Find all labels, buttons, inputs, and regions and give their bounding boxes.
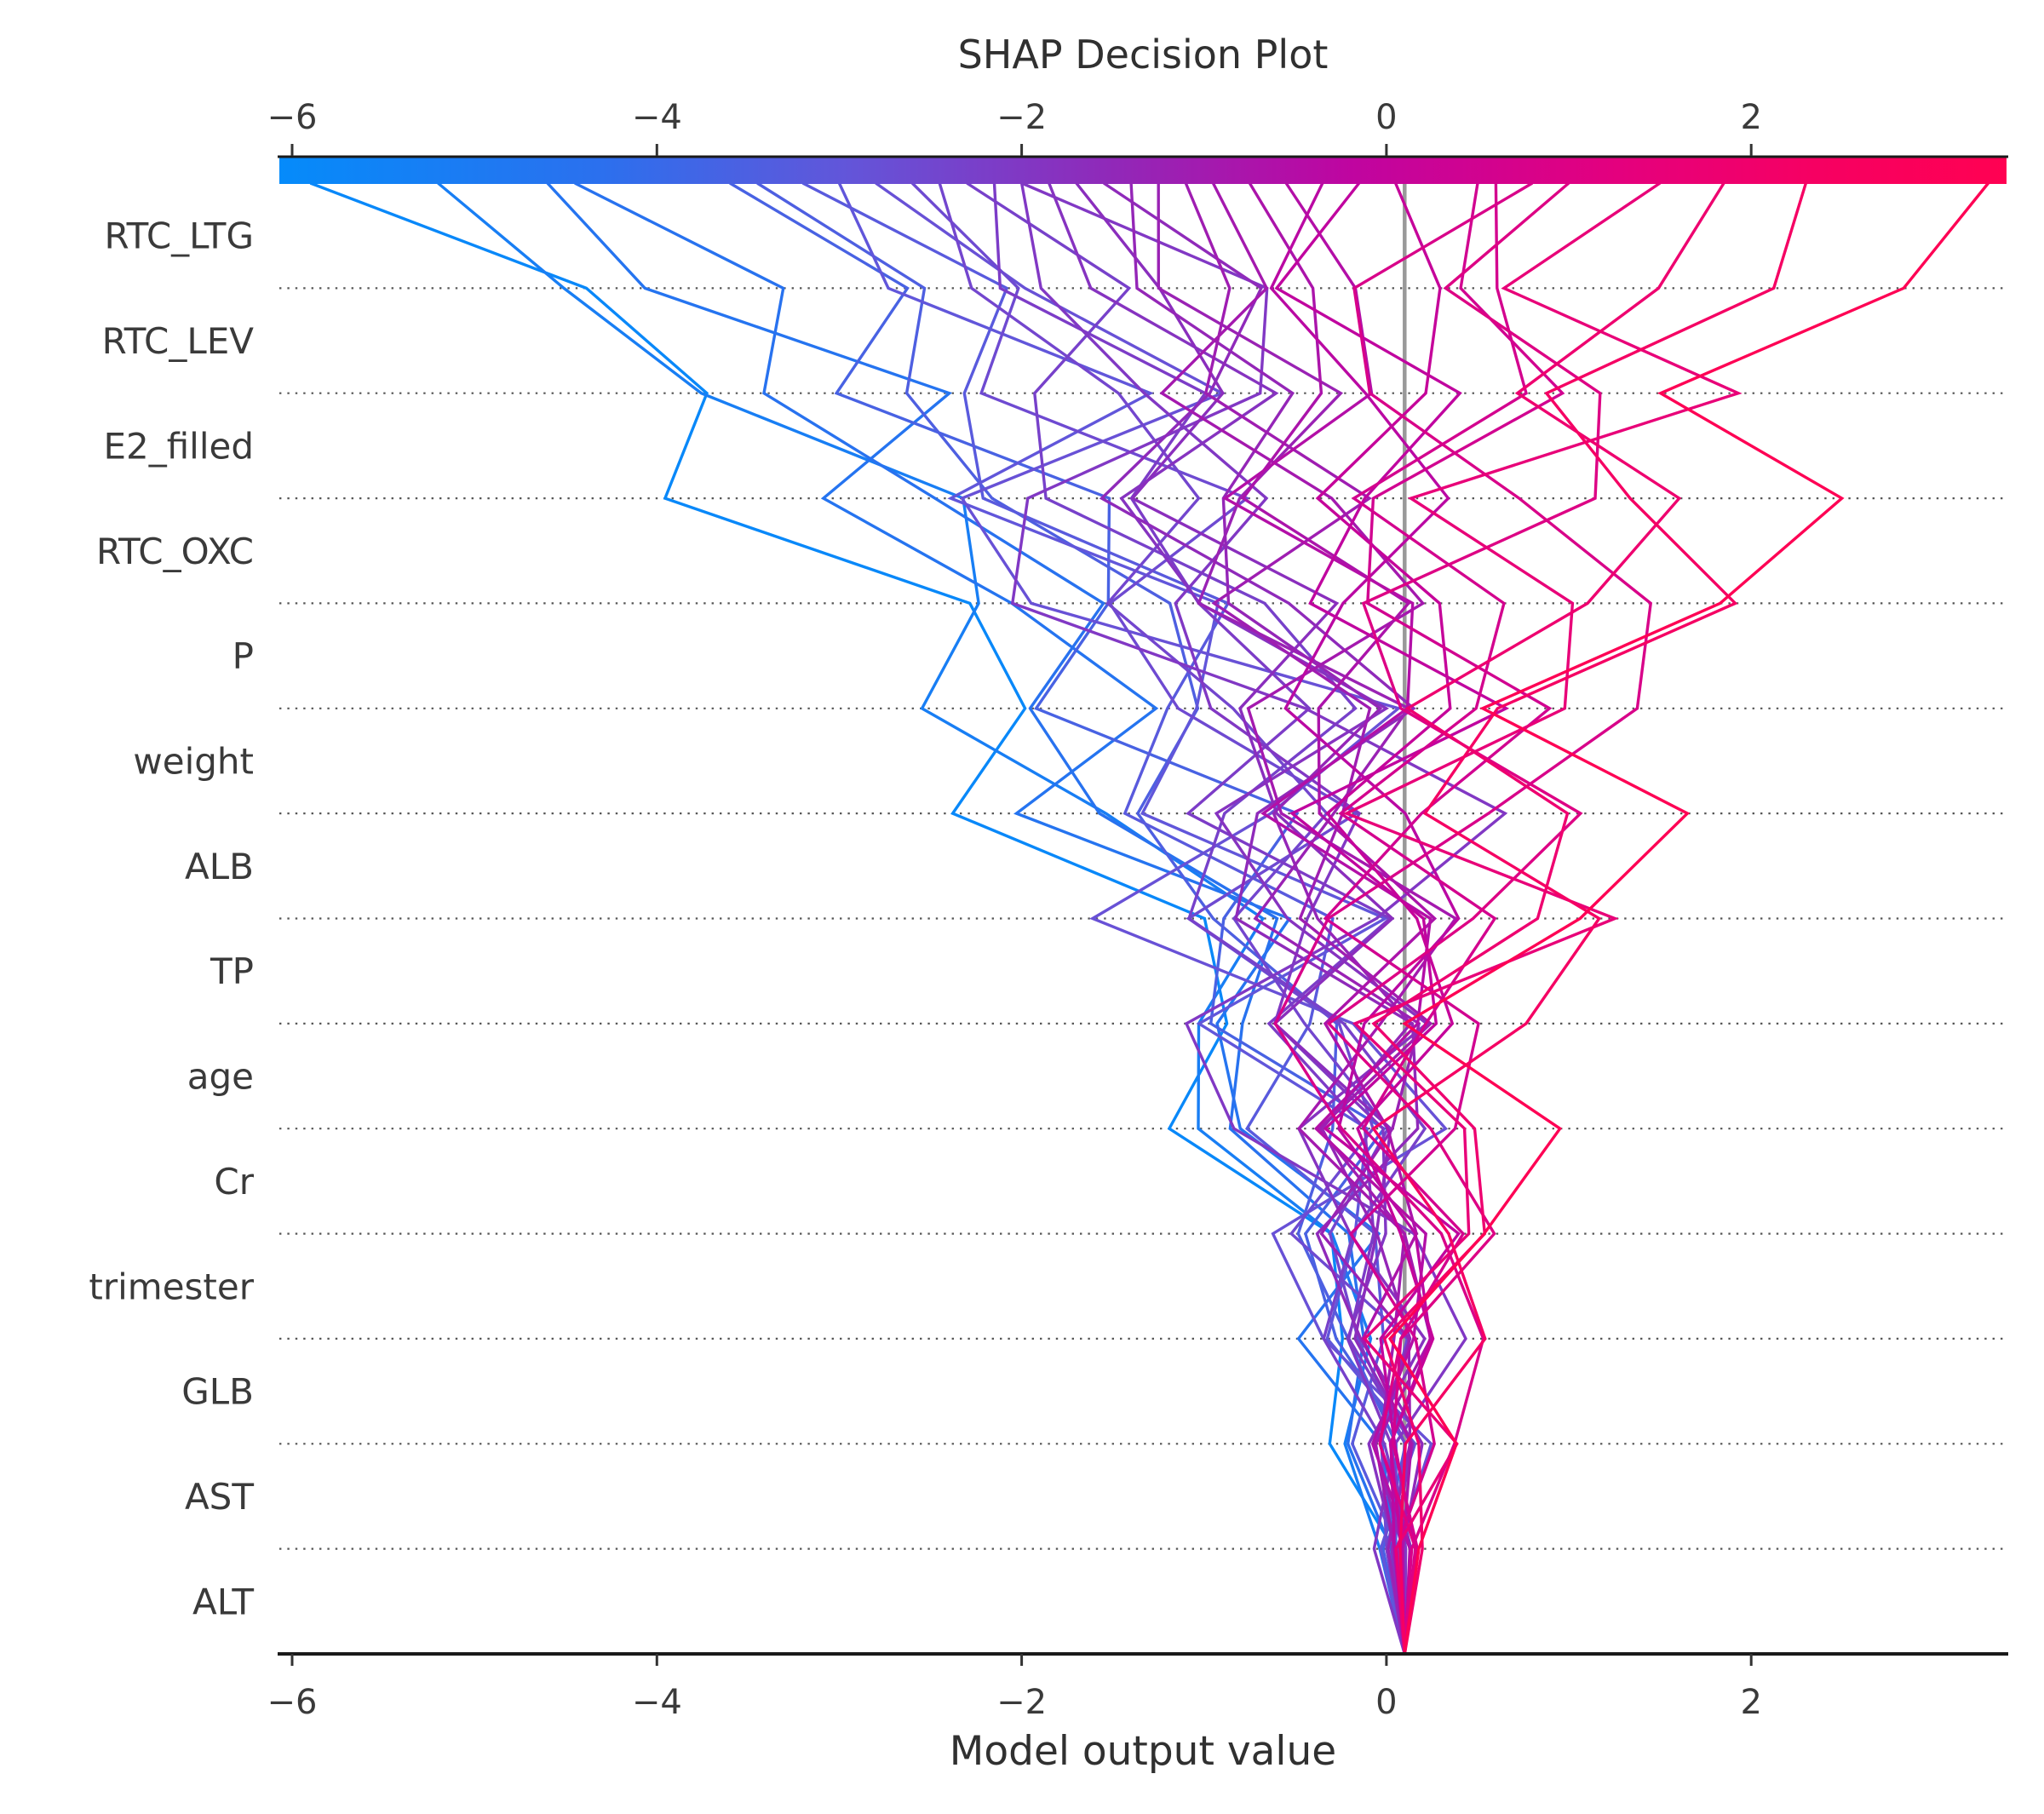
feature-label: Cr [214,1161,254,1203]
x-axis-label: Model output value [950,1728,1336,1775]
decision-path [309,181,1406,1655]
feature-label: E2_filled [103,425,254,467]
decision-path [966,181,1427,1655]
decision-path [1371,182,1725,1655]
decision-path [1184,182,1433,1655]
decision-path [1273,181,1653,1655]
feature-label: RTC_LEV [102,320,255,362]
feature-label: ALB [185,846,254,887]
decision-path [1010,181,1508,1655]
decision-path [574,181,1406,1655]
feature-label: TP [210,950,254,992]
feature-label: RTC_LTG [105,215,254,257]
feature-label: P [233,635,254,677]
x-axis-tick-label: 2 [1740,1683,1761,1722]
decision-paths-layer [309,181,1989,1655]
gridlines-layer [279,287,2007,1550]
top-axis-tick-label: −6 [267,98,318,137]
x-axis-tick-label: 0 [1375,1683,1397,1722]
top-axis-tick-label: −4 [632,98,682,137]
top-axis-tick-label: 2 [1740,98,1761,137]
decision-path [1326,181,1602,1655]
top-axis-tick-label: −2 [996,98,1047,137]
decision-path [756,181,1406,1655]
decision-path [1371,182,1808,1655]
decision-path [1342,181,1743,1655]
feature-label: ALT [192,1581,254,1622]
decision-path [1274,181,1510,1655]
decision-path [1099,181,1424,1655]
feature-label: age [187,1056,254,1098]
chart-title: SHAP Decision Plot [958,32,1329,77]
decision-path [1157,182,1421,1655]
feature-label: GLB [181,1371,254,1413]
top-axis-tick-label: 0 [1375,98,1397,137]
decision-path [729,181,1408,1655]
model-output-colorbar [279,158,2007,184]
x-axis-tick-label: −2 [996,1683,1047,1722]
axes-layer: −6 −6 −4 −4 −2 −2 0 0 2 2 RTC_LTG RTC_LEV E2_filled R… [89,98,2008,1722]
feature-label: RTC_OXC [96,531,254,572]
feature-label: AST [185,1476,254,1518]
decision-path [1387,181,1989,1655]
decision-path [1315,182,1455,1655]
x-axis-tick-label: −4 [632,1683,682,1722]
feature-label: trimester [89,1266,254,1307]
x-axis-tick-label: −6 [267,1683,318,1722]
decision-path [1338,182,1528,1655]
feature-label: weight [133,741,254,783]
